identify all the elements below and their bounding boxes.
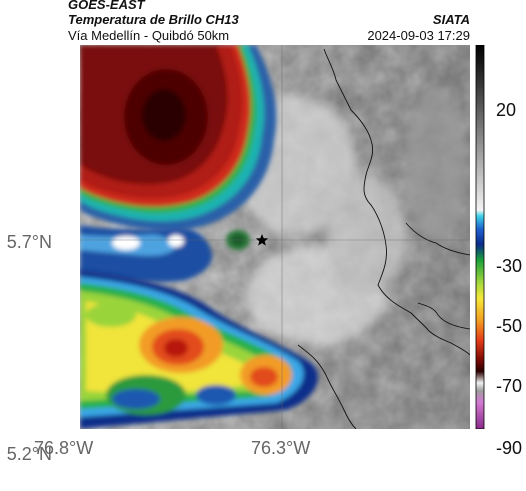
timestamp-label: 2024-09-03 17:29 (367, 28, 470, 43)
lat-tick-label: 5.7°N (6, 232, 52, 252)
star-icon (255, 234, 269, 246)
colorbar-tick-label: -50 (496, 316, 523, 336)
lon-tick-label: 76.3°W (251, 438, 311, 458)
colorbar-tick-label: -30 (496, 256, 523, 276)
colorbar-tick-label: -70 (496, 376, 523, 396)
colorbar-tick-label: 20 (496, 100, 517, 120)
lat-tick-label: 5.2°N (6, 444, 52, 464)
lon-tick-label: 76.8°W (34, 438, 94, 458)
product-title: Temperatura de Brillo CH13 (68, 12, 239, 27)
satellite-title: GOES-EAST (68, 0, 145, 12)
organization-label: SIATA (432, 12, 470, 27)
colorbar (475, 45, 485, 429)
area-label: Vía Medellín - Quibdó 50km (68, 28, 230, 43)
brightness-temperature-map (66, 45, 470, 429)
colorbar-tick-label: -90 (496, 438, 523, 458)
